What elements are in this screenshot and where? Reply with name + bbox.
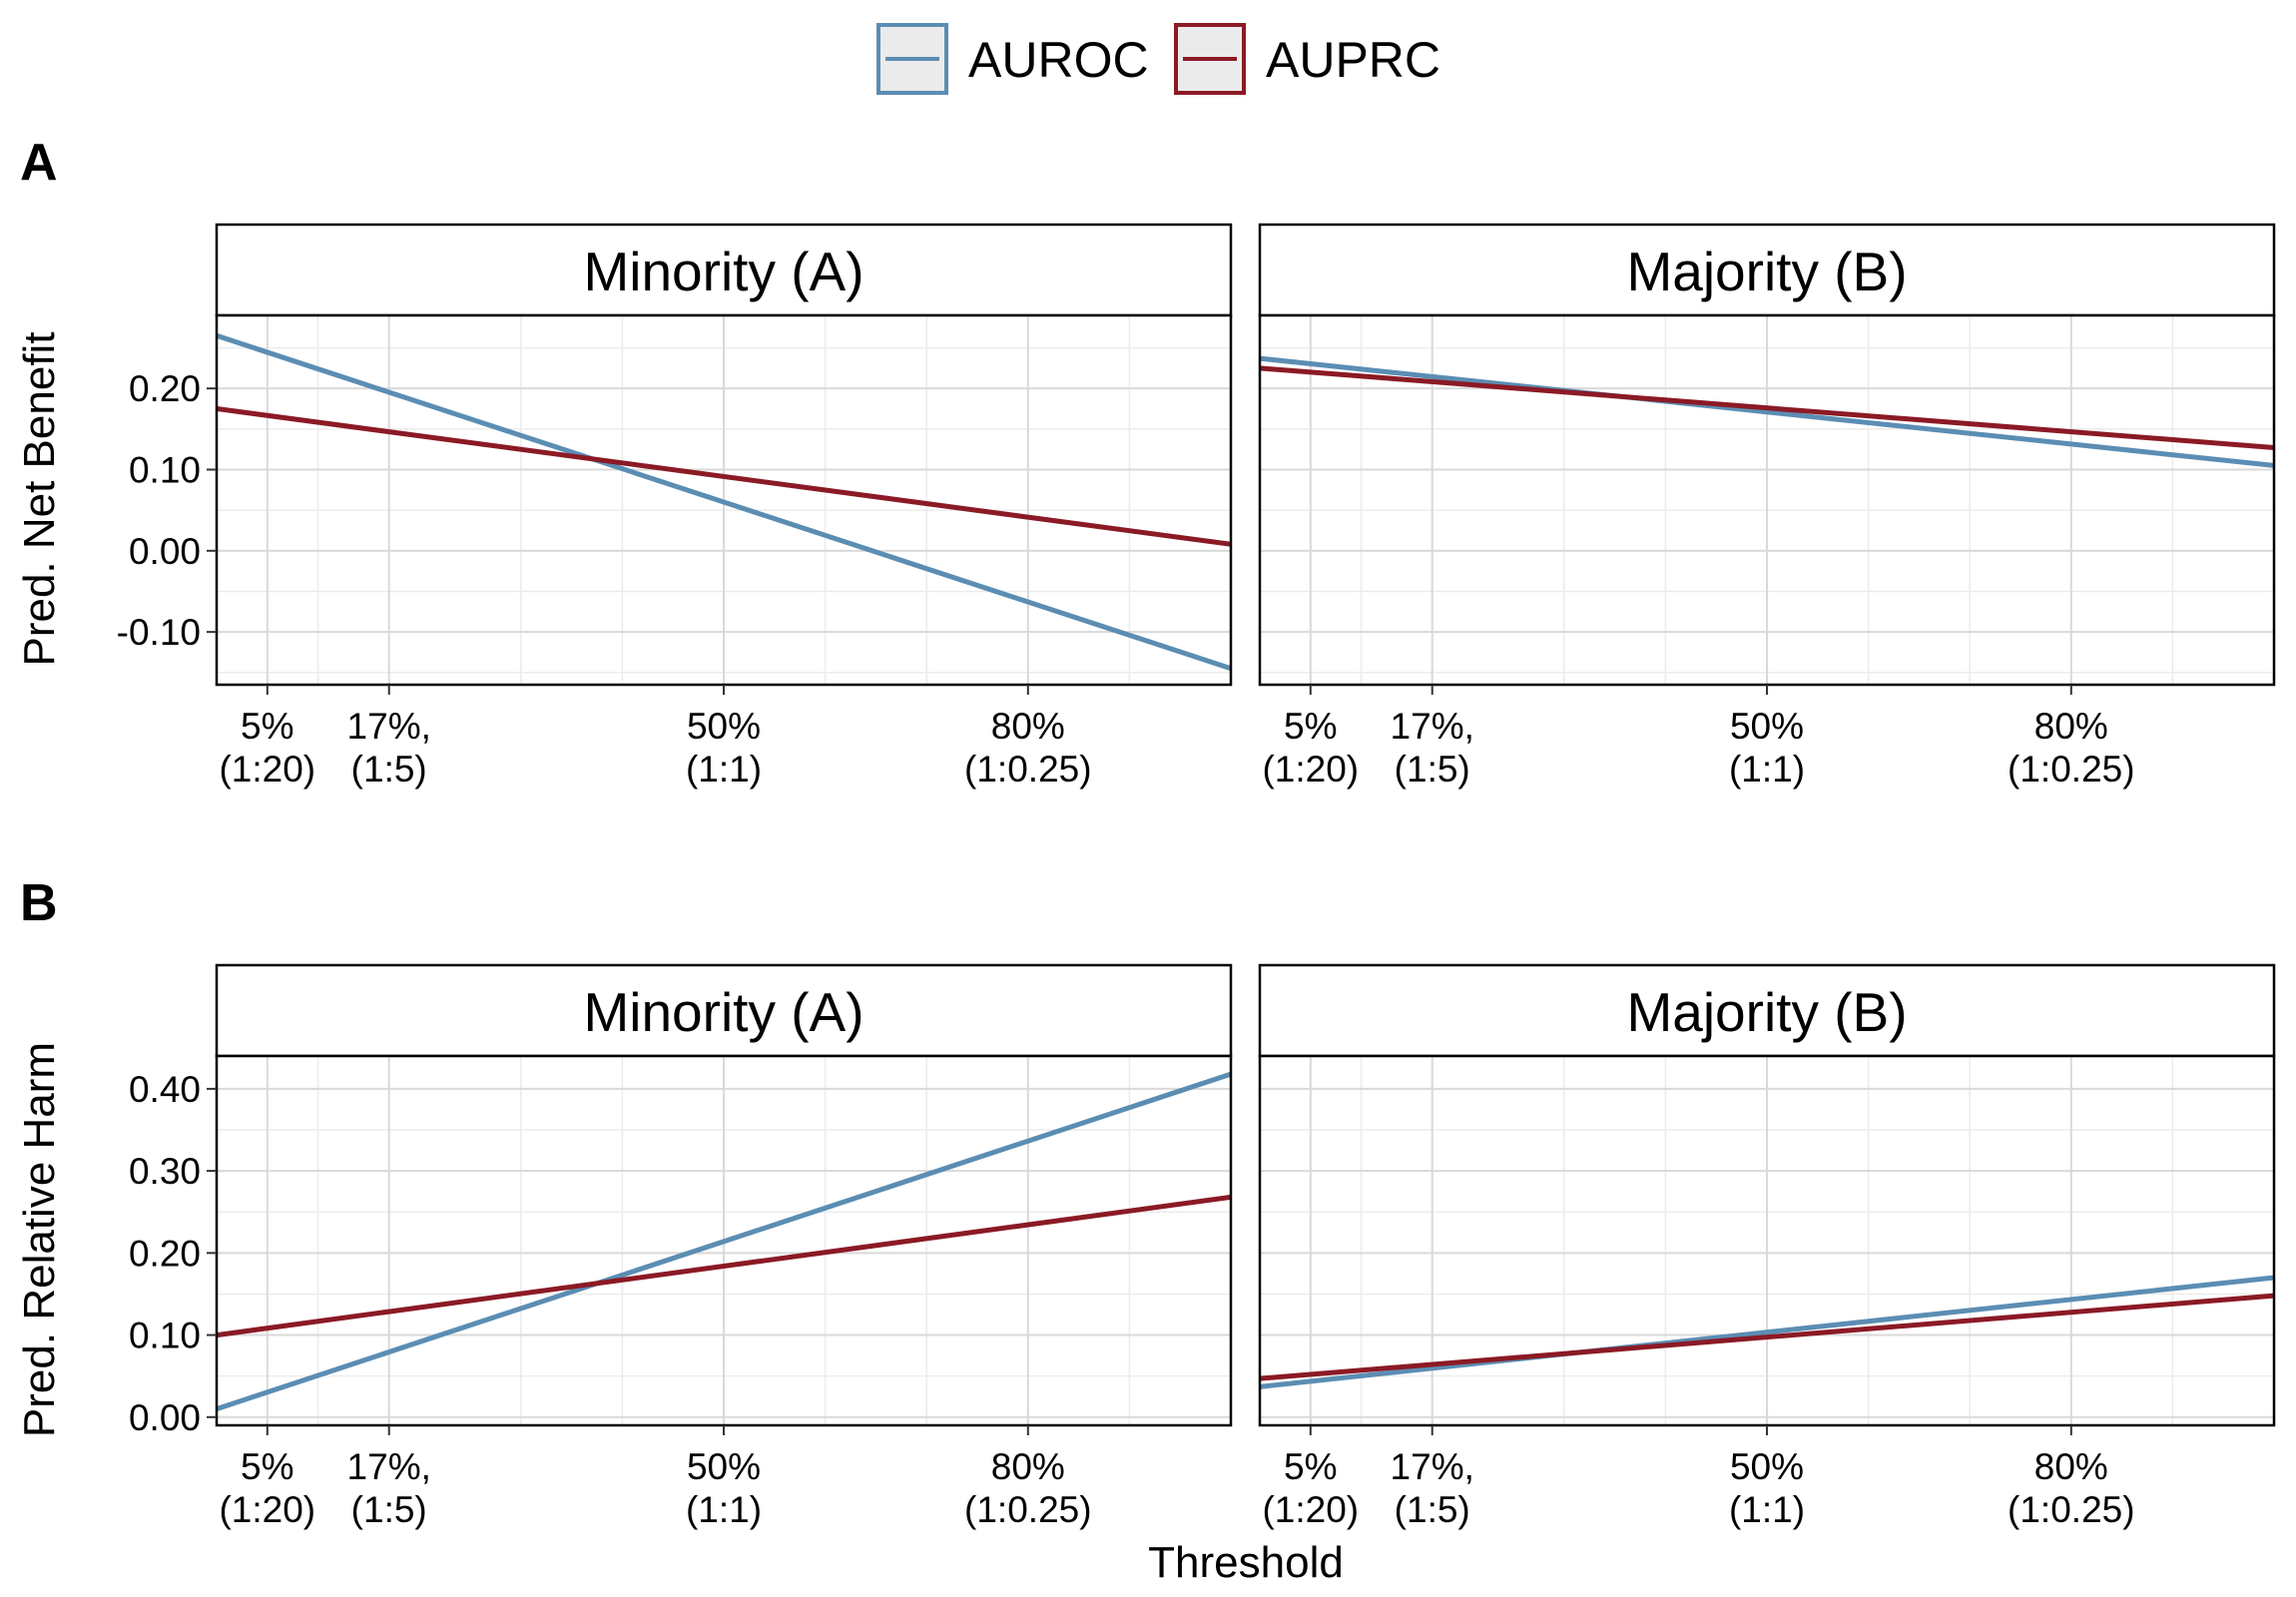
x-tick-label: 80% (991, 706, 1065, 747)
x-tick-label-ratio: (1:5) (351, 749, 427, 790)
y-tick-label: 0.00 (129, 531, 201, 572)
y-axis-title: Pred. Net Benefit (15, 331, 64, 666)
series-line-auroc (1260, 355, 2274, 468)
y-tick-label: 0.10 (129, 1316, 201, 1356)
legend: AUROC AUPRC (876, 23, 1440, 95)
x-tick-label-ratio: (1:5) (1395, 749, 1470, 790)
series-line-auprc (217, 406, 1231, 547)
x-tick-label: 80% (2034, 1446, 2108, 1487)
x-tick-label-ratio: (1:5) (1395, 1489, 1470, 1530)
legend-label-auroc: AUROC (968, 32, 1149, 88)
facet-majority: Majority (B) 5%(1:20) 17%,(1:5) 50%(1:1) 80%… (1258, 223, 2276, 790)
series-line-auprc (217, 1194, 1231, 1338)
series-line-auroc (1260, 1275, 2274, 1389)
x-tick-label: 50% (1730, 706, 1804, 747)
legend-item-auroc: AUROC (876, 23, 1149, 95)
legend-item-auprc: AUPRC (1174, 23, 1440, 95)
series-line-auprc (1260, 365, 2274, 450)
series-line-auroc (217, 332, 1231, 672)
x-tick-label: 17%, (347, 1446, 431, 1487)
y-tick-label: 0.30 (129, 1151, 201, 1192)
x-tick-label-ratio: (1:20) (219, 749, 315, 790)
y-tick-label: 0.20 (129, 1233, 201, 1274)
x-tick-label: 50% (687, 1446, 761, 1487)
x-tick-label: 80% (2034, 706, 2108, 747)
x-tick-label: 5% (1284, 1446, 1337, 1487)
x-tick-label: 5% (1284, 706, 1337, 747)
x-tick-label: 5% (241, 706, 293, 747)
y-axis-title: Pred. Relative Harm (15, 1042, 64, 1437)
x-tick-label: 50% (1730, 1446, 1804, 1487)
x-tick-label-ratio: (1:0.25) (2008, 749, 2135, 790)
x-tick-label-ratio: (1:5) (351, 1489, 427, 1530)
facet-strip-label: Minority (A) (583, 241, 863, 302)
y-tick-label: 0.00 (129, 1397, 201, 1438)
x-tick-label-ratio: (1:1) (686, 749, 762, 790)
x-tick-label: 80% (991, 1446, 1065, 1487)
x-tick-label: 17%, (347, 706, 431, 747)
legend-label-auprc: AUPRC (1266, 32, 1440, 88)
facet-strip (1258, 223, 2276, 317)
facet-strip (215, 223, 1233, 317)
x-tick-label-ratio: (1:20) (1262, 749, 1359, 790)
y-tick-label: 0.20 (129, 368, 201, 409)
panel-tag: A (20, 134, 58, 192)
panel-tag: B (20, 874, 58, 932)
x-tick-label-ratio: (1:0.25) (964, 1489, 1092, 1530)
y-tick-label: 0.10 (129, 450, 201, 491)
x-tick-label-ratio: (1:20) (219, 1489, 315, 1530)
series-line-auroc (217, 1071, 1231, 1411)
facet-strip (215, 963, 1233, 1058)
y-tick-label: -0.10 (117, 612, 201, 653)
facet-majority: Majority (B) 5%(1:20) 17%,(1:5) 50%(1:1) 80%… (1258, 963, 2276, 1530)
x-tick-label-ratio: (1:20) (1262, 1489, 1359, 1530)
x-axis-title: Threshold (1148, 1538, 1344, 1587)
x-tick-label: 50% (687, 706, 761, 747)
y-tick-label: 0.40 (129, 1069, 201, 1110)
facet-strip-label: Majority (B) (1626, 241, 1907, 302)
facet-strip (1258, 963, 2276, 1058)
x-tick-label-ratio: (1:1) (1729, 749, 1805, 790)
facet-strip-label: Majority (B) (1626, 981, 1907, 1043)
facet-strip-label: Minority (A) (583, 981, 863, 1043)
x-tick-label: 17%, (1391, 1446, 1474, 1487)
series-line-auprc (1260, 1293, 2274, 1381)
x-tick-label-ratio: (1:0.25) (964, 749, 1092, 790)
x-tick-label: 17%, (1391, 706, 1474, 747)
facet-minority: Minority (A) 5%(1:20) 17%,(1:5) 50%(1:1) 80%… (129, 963, 1233, 1530)
x-tick-label: 5% (241, 1446, 293, 1487)
facet-minority: Minority (A) 5%(1:20) 17%,(1:5) 50%(1:1) 80%… (117, 223, 1233, 790)
x-tick-label-ratio: (1:1) (686, 1489, 762, 1530)
x-tick-label-ratio: (1:0.25) (2008, 1489, 2135, 1530)
x-tick-label-ratio: (1:1) (1729, 1489, 1805, 1530)
